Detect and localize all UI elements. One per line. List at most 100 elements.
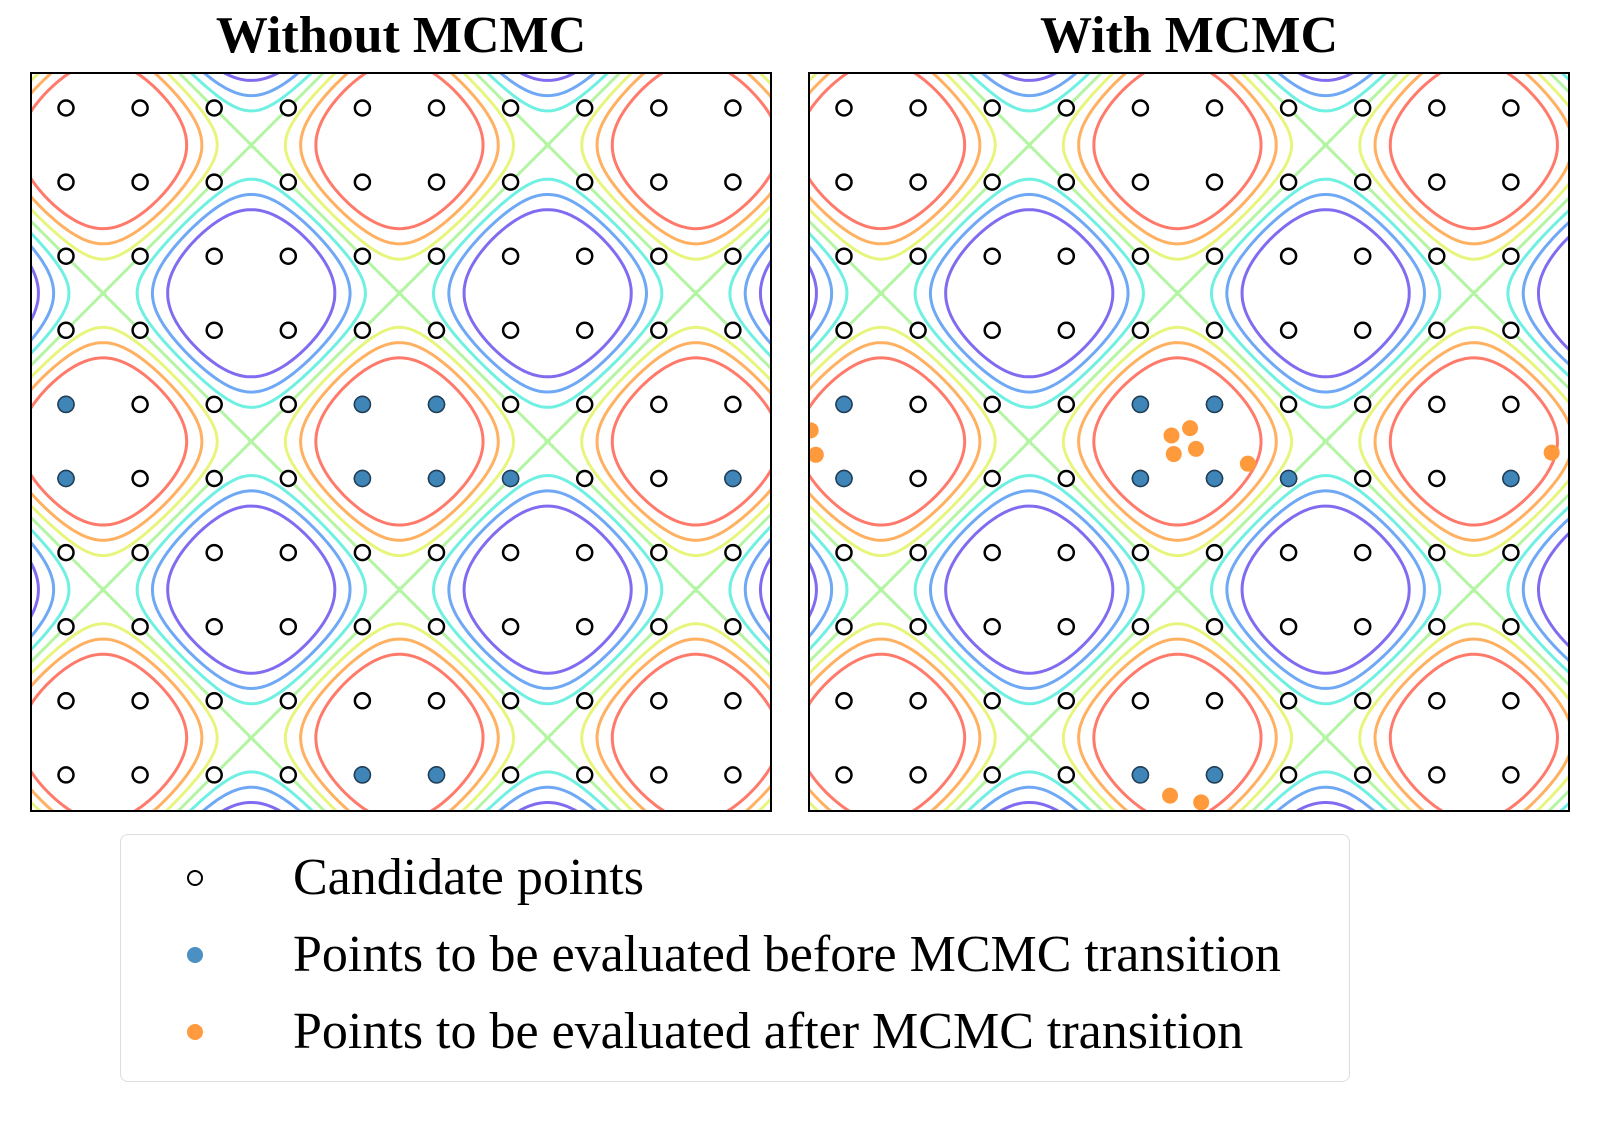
- point-before-mcmc: [1131, 395, 1150, 414]
- candidate-point: [1131, 543, 1150, 562]
- candidate-point: [501, 395, 520, 414]
- candidate-point: [1057, 543, 1076, 562]
- candidate-point: [427, 247, 446, 265]
- candidate-point: [1428, 766, 1446, 784]
- candidate-point: [1502, 99, 1520, 117]
- candidate-point: [983, 395, 1001, 414]
- candidate-point: [1205, 617, 1224, 636]
- point-after-mcmc: [1165, 446, 1182, 463]
- candidate-point: [983, 99, 1001, 117]
- candidate-point: [131, 692, 149, 710]
- candidate-point: [1131, 247, 1150, 265]
- candidate-point: [724, 617, 742, 636]
- candidate-point: [835, 173, 853, 191]
- candidate-point: [983, 692, 1001, 710]
- candidate-point: [1131, 321, 1150, 340]
- candidate-point: [650, 321, 668, 340]
- candidate-point: [1353, 617, 1372, 636]
- point-after-mcmc: [1163, 427, 1180, 444]
- candidate-point: [57, 766, 75, 784]
- candidate-point: [353, 543, 372, 562]
- candidate-point: [1057, 247, 1076, 265]
- orange-dot-marker-icon: [187, 1024, 203, 1040]
- candidate-point: [1428, 469, 1446, 488]
- candidate-point: [427, 543, 446, 562]
- candidate-point: [1279, 543, 1298, 562]
- candidate-point: [983, 617, 1001, 636]
- candidate-point: [650, 543, 668, 562]
- candidate-point: [724, 395, 742, 414]
- candidate-point: [279, 543, 298, 562]
- blue-dot-marker-icon: [187, 947, 203, 963]
- candidate-point: [1205, 173, 1224, 191]
- candidate-point: [983, 247, 1001, 265]
- candidate-point: [909, 99, 927, 117]
- candidate-point: [1428, 247, 1446, 265]
- candidate-point: [353, 173, 372, 191]
- candidate-point: [1428, 99, 1446, 117]
- legend-entry-before-mcmc: Points to be evaluated before MCMC trans…: [121, 920, 1349, 990]
- candidate-point: [279, 469, 298, 488]
- candidate-point: [131, 99, 149, 117]
- candidate-point: [1057, 469, 1076, 488]
- point-after-mcmc: [1239, 455, 1256, 472]
- candidate-point: [501, 766, 520, 784]
- candidate-point: [575, 617, 594, 636]
- candidate-point: [1502, 692, 1520, 710]
- candidate-point: [1057, 617, 1076, 636]
- candidate-point: [724, 99, 742, 117]
- point-after-mcmc: [1193, 794, 1210, 811]
- candidate-point: [131, 395, 149, 414]
- legend-label: Points to be evaluated after MCMC transi…: [293, 1003, 1244, 1060]
- candidate-point: [1353, 247, 1372, 265]
- candidate-point: [205, 543, 223, 562]
- candidate-point: [575, 99, 594, 117]
- point-before-mcmc: [1205, 469, 1224, 488]
- legend-entry-after-mcmc: Points to be evaluated after MCMC transi…: [121, 997, 1349, 1067]
- point-before-mcmc: [1279, 469, 1298, 488]
- candidate-point: [427, 617, 446, 636]
- candidate-point: [650, 617, 668, 636]
- candidate-point: [1502, 543, 1520, 562]
- candidate-point: [1205, 99, 1224, 117]
- candidate-point: [57, 247, 75, 265]
- candidate-point: [1279, 99, 1298, 117]
- candidate-point: [1057, 321, 1076, 340]
- candidate-point: [835, 247, 853, 265]
- legend-label: Candidate points: [293, 849, 644, 906]
- contour-line: [808, 72, 1559, 812]
- candidate-point: [427, 321, 446, 340]
- candidate-point: [1131, 692, 1150, 710]
- candidate-point: [1428, 692, 1446, 710]
- legend-entry-candidate: Candidate points: [121, 843, 1349, 913]
- candidate-point: [205, 173, 223, 191]
- candidate-point: [835, 99, 853, 117]
- candidate-point: [1502, 395, 1520, 414]
- point-before-mcmc: [1205, 766, 1224, 784]
- candidate-point: [205, 247, 223, 265]
- candidate-point: [1205, 692, 1224, 710]
- candidate-point: [1279, 766, 1298, 784]
- candidate-point: [909, 766, 927, 784]
- candidate-point: [57, 99, 75, 117]
- point-after-mcmc: [1543, 444, 1560, 461]
- candidate-point: [1205, 543, 1224, 562]
- point-before-mcmc: [1131, 469, 1150, 488]
- candidate-point: [909, 247, 927, 265]
- candidate-point: [1502, 766, 1520, 784]
- candidate-point: [575, 766, 594, 784]
- candidate-point: [205, 617, 223, 636]
- contour-plot-with-mcmc: [808, 72, 1570, 812]
- candidate-point: [1353, 543, 1372, 562]
- candidate-point: [1057, 692, 1076, 710]
- candidate-point: [1131, 99, 1150, 117]
- candidate-point: [57, 321, 75, 340]
- legend-label: Points to be evaluated before MCMC trans…: [293, 926, 1281, 983]
- candidate-point: [131, 247, 149, 265]
- candidate-point: [835, 692, 853, 710]
- candidate-point: [1428, 173, 1446, 191]
- point-before-mcmc: [427, 766, 446, 784]
- candidate-point: [1131, 173, 1150, 191]
- candidate-point: [724, 766, 742, 784]
- candidate-point: [575, 321, 594, 340]
